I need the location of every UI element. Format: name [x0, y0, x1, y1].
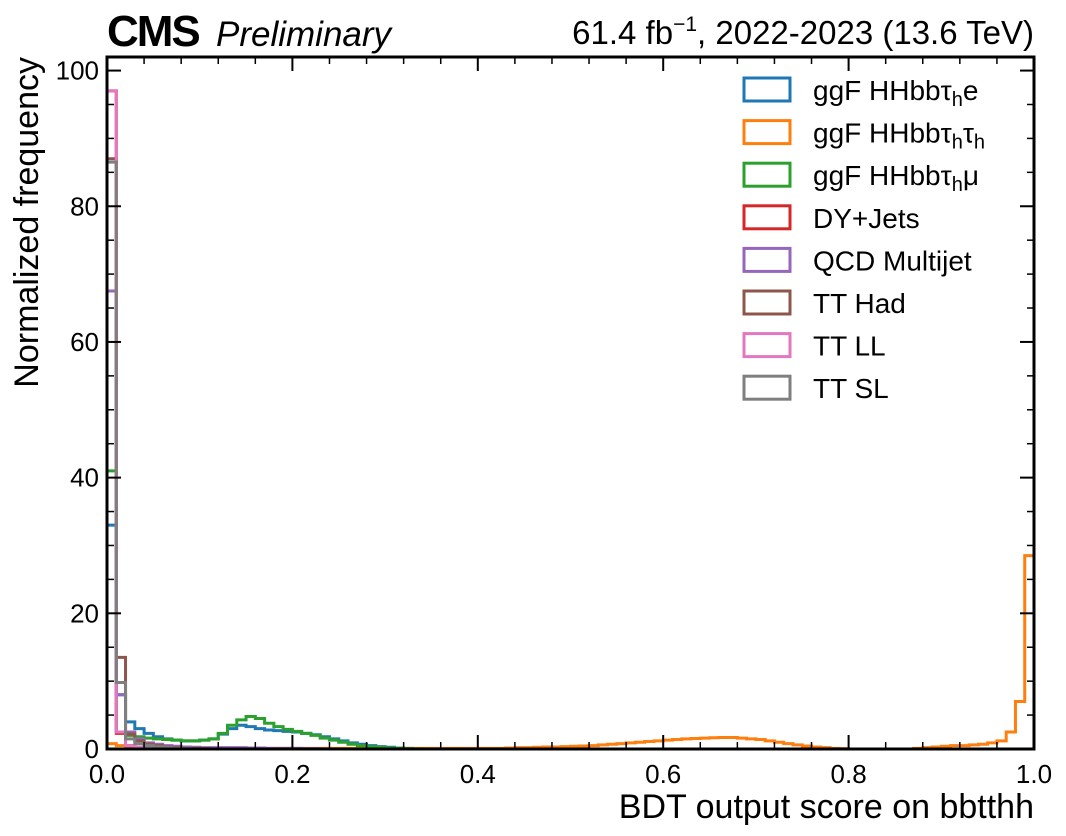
series-line-4 [105, 289, 330, 751]
y-tick-label: 40 [70, 463, 99, 493]
axes-layer: 0.0 0.2 0.4 0.6 0.8 1.0 0 20 40 60 80 100 [56, 55, 1052, 789]
legend-label-4: QCD Multijet [813, 245, 972, 276]
legend-swatch-6 [742, 332, 792, 359]
y-tick-label: 60 [70, 327, 99, 357]
x-tick-label: 1.0 [1016, 759, 1052, 789]
luminosity-label: 61.4 fb−1, 2022-2023 (13.6 TeV) [572, 13, 1034, 51]
x-tick-label: 0.0 [89, 759, 125, 789]
series-line-7 [105, 160, 200, 751]
series-line-6 [105, 89, 182, 751]
x-axis-title: BDT output score on bbtthh [619, 788, 1034, 826]
legend-label-6: TT LL [813, 331, 886, 362]
y-tick-label: 20 [70, 598, 99, 628]
legend-label-7: TT SL [813, 373, 889, 404]
x-tick-label: 0.2 [274, 759, 310, 789]
legend-swatch-3 [742, 204, 792, 231]
legend: ggF HHbbτhe ggF HHbbτhτh ggF HHbbτhμ DY+Jet… [742, 75, 985, 404]
legend-swatch-0 [742, 76, 792, 103]
legend-label-2: ggF HHbbτhμ [813, 160, 979, 196]
y-tick-label: 80 [70, 191, 99, 221]
experiment-label: CMS [107, 7, 199, 56]
legend-swatch-7 [742, 374, 792, 401]
legend-label-3: DY+Jets [813, 203, 920, 234]
x-tick-label: 0.4 [460, 759, 496, 789]
y-axis-title: Normalized frequency [8, 57, 46, 388]
legend-label-0: ggF HHbbτhe [813, 75, 978, 111]
legend-label-1: ggF HHbbτhτh [813, 118, 985, 154]
plot-frame [105, 55, 1036, 751]
x-tick-label: 0.6 [645, 759, 681, 789]
y-tick-label: 0 [85, 734, 99, 764]
status-label: Preliminary [216, 15, 394, 54]
legend-label-5: TT Had [813, 288, 906, 319]
legend-swatch-5 [742, 289, 792, 316]
legend-swatch-1 [742, 119, 792, 146]
series-line-5 [105, 157, 219, 751]
series-line-2 [105, 469, 432, 751]
x-tick-label: 0.8 [831, 759, 867, 789]
y-tick-label: 100 [56, 56, 99, 86]
legend-swatch-2 [742, 161, 792, 188]
series-line-0 [105, 523, 441, 751]
legend-swatch-4 [742, 246, 792, 273]
